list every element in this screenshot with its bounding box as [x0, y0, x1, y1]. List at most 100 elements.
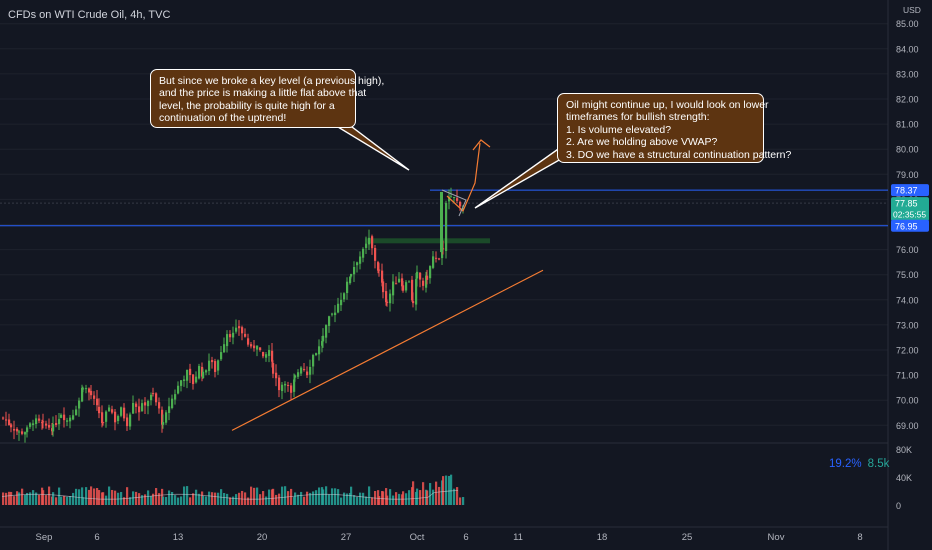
volume-bar — [334, 488, 337, 505]
volume-bar — [328, 494, 331, 505]
volume-bar — [60, 496, 63, 505]
lower-level-tag-bg — [891, 219, 929, 232]
price-axis[interactable]: USD 85.00 84.00 83.00 82.00 81.00 80.00 79.00 78… — [896, 5, 921, 431]
volume-axis: 80K 40K 0 — [896, 445, 912, 511]
volume-readout: 19.2% 8.5k — [829, 458, 889, 470]
volume-bar — [247, 497, 250, 505]
candle-body — [186, 369, 189, 381]
candle-body — [226, 334, 229, 347]
volume-bar — [90, 486, 93, 505]
candle-body — [402, 285, 405, 291]
candle-body — [101, 412, 104, 423]
candle-body — [168, 406, 171, 413]
upper-level-tag-bg — [891, 184, 929, 197]
candle-body — [21, 431, 24, 434]
time-tick-label: 11 — [513, 532, 523, 543]
candle-body — [141, 403, 144, 412]
annotation-callout-right[interactable]: Oil might continue up, I would look on l… — [557, 93, 791, 163]
volume-bar — [114, 490, 117, 505]
candle-body — [152, 393, 155, 395]
candle-body — [48, 424, 51, 428]
volume-average-line — [1, 490, 459, 500]
lower-level-tag: 76.95 — [895, 221, 918, 231]
candle-body — [98, 406, 101, 414]
volume-bar — [183, 486, 186, 505]
candle-body — [416, 271, 419, 279]
price-tick-label: 72.00 — [896, 346, 919, 356]
candle-body — [398, 278, 401, 283]
candle-body — [214, 361, 217, 372]
candle-body — [386, 301, 389, 303]
volume-bar — [98, 490, 101, 505]
volume-bar — [217, 492, 220, 505]
candle-body — [241, 327, 244, 334]
candle-body — [55, 423, 58, 425]
projection-path — [446, 142, 481, 213]
projection-arrowhead — [472, 139, 491, 151]
candle-body — [161, 409, 164, 425]
candle-body — [378, 269, 381, 271]
candle-body — [81, 387, 84, 402]
candle-body — [29, 423, 32, 427]
candle-body — [38, 418, 41, 421]
volume-bar — [189, 497, 192, 505]
volume-bar — [250, 486, 253, 505]
candle-body — [281, 384, 284, 392]
volume-bar — [422, 482, 425, 505]
candle-body — [41, 422, 44, 424]
candle-body — [195, 376, 198, 383]
volume-bar — [123, 497, 126, 505]
candle-body — [192, 374, 195, 385]
volume-bar — [141, 495, 144, 505]
candle-body — [287, 384, 290, 386]
volume-tick-label: 0 — [896, 501, 901, 511]
volume-bar — [147, 490, 150, 505]
volume-bar — [306, 491, 309, 505]
candle-body — [382, 281, 385, 293]
candle-body — [359, 256, 362, 264]
volume-bar — [214, 492, 217, 505]
candle-body — [93, 395, 96, 399]
candle-body — [429, 266, 432, 279]
candle-body — [198, 366, 201, 379]
annotation-callout-left[interactable]: But since we broke a key level (a previo… — [150, 69, 384, 128]
price-tick-label: 75.00 — [896, 270, 919, 280]
volume-bar — [232, 496, 235, 505]
volume-bar — [93, 488, 96, 505]
candle-body — [300, 367, 303, 374]
time-axis[interactable]: Sep 6 13 20 27 Oct 6 11 18 25 Nov 8 — [36, 532, 863, 543]
candle-body — [165, 412, 168, 423]
volume-bar — [13, 496, 16, 505]
candle-body — [155, 393, 158, 403]
volume-bar — [432, 489, 435, 505]
candle-body — [158, 402, 161, 409]
candle-body — [201, 366, 204, 377]
volume-bar — [343, 492, 346, 505]
volume-bar — [162, 496, 165, 505]
candle-body — [368, 237, 371, 245]
candle-body — [111, 409, 114, 413]
volume-bar — [96, 487, 99, 505]
volume-bar — [198, 493, 201, 505]
candle-body — [174, 394, 177, 400]
candle-body — [442, 248, 445, 250]
candle-body — [322, 335, 325, 342]
volume-bar — [177, 497, 180, 505]
candle-body — [32, 423, 35, 426]
candle-body — [340, 299, 343, 306]
candle-body — [426, 275, 429, 280]
candle-body — [408, 281, 411, 283]
candle-body — [13, 428, 16, 431]
candle-body — [144, 402, 147, 406]
price-tick-label: 81.00 — [896, 120, 919, 130]
candle-body — [235, 327, 238, 332]
volume-bar — [26, 492, 29, 505]
volume-bar — [253, 487, 256, 505]
price-tick-label: 76.00 — [896, 245, 919, 255]
candle-body — [450, 196, 453, 198]
candle-body — [132, 403, 135, 414]
upper-level-tag: 78.37 — [895, 186, 918, 196]
volume-bar — [442, 476, 445, 505]
callout-line: timeframes for bullish strength: — [566, 111, 710, 124]
